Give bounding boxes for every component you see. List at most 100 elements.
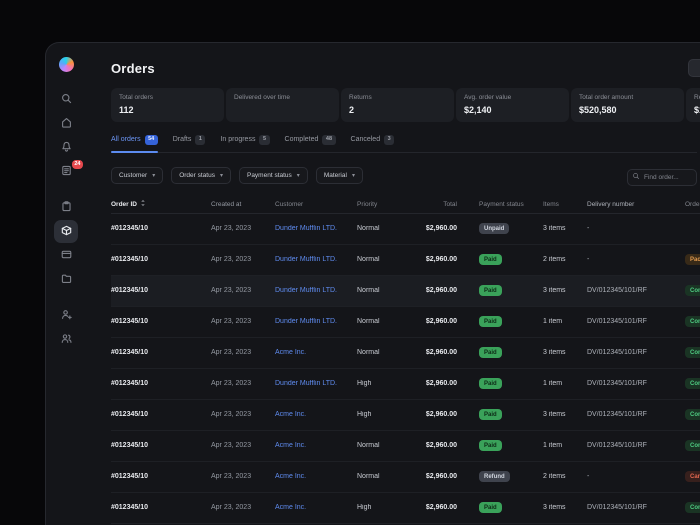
sidebar-item-orders[interactable] <box>54 220 78 243</box>
payment-status-badge: Paid <box>479 502 502 513</box>
payment-status-badge: Unpaid <box>479 223 509 234</box>
column-header-order-id[interactable]: Order ID <box>111 199 211 209</box>
tab-drafts[interactable]: Drafts 1 <box>173 135 206 152</box>
column-header-delivery-number: Delivery number <box>587 201 685 208</box>
stat-label: Delivered over time <box>234 94 331 101</box>
customer-link[interactable]: Dunder Mufflin LTD. <box>275 380 337 387</box>
tab-label: All orders <box>111 136 141 143</box>
filter-label: Customer <box>119 172 147 179</box>
stat-value: $2,140 <box>464 105 561 115</box>
created-at-cell: Apr 23, 2023 <box>211 473 275 480</box>
order-status-badge: Canceled <box>685 471 700 482</box>
payment-status-badge: Paid <box>479 440 502 451</box>
customer-cell: Acme Inc. <box>275 504 357 511</box>
order-status-badge: Completed <box>685 440 700 451</box>
order-id-cell: #012345/10 <box>111 287 211 294</box>
table-row[interactable]: #012345/10Apr 23, 2023Acme Inc.High$2,96… <box>111 400 700 431</box>
items-cell: 1 item <box>543 442 587 449</box>
table-row[interactable]: #012345/10Apr 23, 2023Acme Inc.Normal$2,… <box>111 431 700 462</box>
payment-status-badge: Paid <box>479 347 502 358</box>
table-row[interactable]: #012345/10Apr 23, 2023Dunder Mufflin LTD… <box>111 276 700 307</box>
sidebar-item-tasks[interactable] <box>54 196 78 219</box>
created-at-cell: Apr 23, 2023 <box>211 318 275 325</box>
delivery-number-cell: - <box>587 473 685 480</box>
credit-card-icon <box>60 248 73 264</box>
stat-card-total-order-amount: Total order amount $520,580 <box>571 88 684 122</box>
order-status-badge: Completed <box>685 316 700 327</box>
sidebar-item-home[interactable] <box>54 112 78 135</box>
customer-link[interactable]: Acme Inc. <box>275 411 306 418</box>
tabs: All orders 54 Drafts 1 In progress 5 Com… <box>111 135 697 153</box>
tab-count-badge: 5 <box>259 135 269 145</box>
delivery-number-cell: DV/012345/101/RF <box>587 504 685 511</box>
order-status-cell: Canceled <box>685 471 700 482</box>
order-search <box>627 166 697 186</box>
sidebar-item-inbox[interactable]: 24 <box>54 160 78 183</box>
table-row[interactable]: #012345/10Apr 23, 2023Acme Inc.Normal$2,… <box>111 462 700 493</box>
tab-label: Drafts <box>173 136 192 143</box>
order-status-filter[interactable]: Order status ▾ <box>171 167 231 184</box>
table-row[interactable]: #012345/10Apr 23, 2023Dunder Mufflin LTD… <box>111 369 700 400</box>
payment-status-badge: Paid <box>479 378 502 389</box>
customer-link[interactable]: Acme Inc. <box>275 349 306 356</box>
sidebar-item-search[interactable] <box>54 88 78 111</box>
table-row[interactable]: #012345/10Apr 23, 2023Dunder Mufflin LTD… <box>111 307 700 338</box>
customer-link[interactable]: Dunder Mufflin LTD. <box>275 287 337 294</box>
payment-status-cell: Paid <box>459 502 543 513</box>
stat-card-delivered: Delivered over time <box>226 88 339 122</box>
delivery-number-cell: DV/012345/101/RF <box>587 349 685 356</box>
filter-label: Material <box>324 172 347 179</box>
customer-link[interactable]: Dunder Mufflin LTD. <box>275 318 337 325</box>
sidebar-item-add-user[interactable] <box>54 304 78 327</box>
total-cell: $2,960.00 <box>407 473 459 480</box>
table-row[interactable]: #012345/10Apr 23, 2023Dunder Mufflin LTD… <box>111 245 700 276</box>
created-at-cell: Apr 23, 2023 <box>211 287 275 294</box>
order-id-cell: #012345/10 <box>111 318 211 325</box>
customer-link[interactable]: Acme Inc. <box>275 473 306 480</box>
customer-link[interactable]: Acme Inc. <box>275 442 306 449</box>
table-row[interactable]: #012345/10Apr 23, 2023Acme Inc.High$2,96… <box>111 493 700 524</box>
users-icon <box>60 332 73 348</box>
tab-all-orders[interactable]: All orders 54 <box>111 135 158 152</box>
customer-cell: Acme Inc. <box>275 411 357 418</box>
priority-cell: Normal <box>357 473 407 480</box>
customer-cell: Dunder Mufflin LTD. <box>275 287 357 294</box>
sidebar-item-users[interactable] <box>54 328 78 351</box>
filter-label: Order status <box>179 172 215 179</box>
tab-in-progress[interactable]: In progress 5 <box>220 135 269 152</box>
customer-link[interactable]: Dunder Mufflin LTD. <box>275 225 337 232</box>
stat-value: $1 <box>694 105 700 115</box>
table-row[interactable]: #012345/10Apr 23, 2023Acme Inc.Normal$2,… <box>111 338 700 369</box>
material-filter[interactable]: Material ▾ <box>316 167 363 184</box>
order-id-cell: #012345/10 <box>111 256 211 263</box>
order-status-cell: Completed <box>685 409 700 420</box>
tab-count-badge: 54 <box>145 135 158 145</box>
items-cell: 3 items <box>543 225 587 232</box>
tab-completed[interactable]: Completed 48 <box>285 135 336 152</box>
table-row[interactable]: #012345/10Apr 23, 2023Dunder Mufflin LTD… <box>111 214 700 245</box>
payment-status-filter[interactable]: Payment status ▾ <box>239 167 308 184</box>
sidebar-item-notifications[interactable] <box>54 136 78 159</box>
header-action-button[interactable] <box>688 59 700 77</box>
delivery-number-cell: DV/012345/101/RF <box>587 380 685 387</box>
customer-link[interactable]: Dunder Mufflin LTD. <box>275 256 337 263</box>
column-header-total: Total <box>407 201 459 208</box>
total-cell: $2,960.00 <box>407 225 459 232</box>
items-cell: 1 item <box>543 380 587 387</box>
stats-bar: Total orders 112 Delivered over time Ret… <box>111 88 700 122</box>
main-content: Orders Total orders 112 Delivered over t… <box>86 43 700 525</box>
stat-label: Returns <box>349 94 446 101</box>
stat-label: Re <box>694 94 700 101</box>
items-cell: 2 items <box>543 473 587 480</box>
customer-filter[interactable]: Customer ▾ <box>111 167 163 184</box>
order-status-badge: Completed <box>685 347 700 358</box>
tab-count-badge: 48 <box>322 135 335 145</box>
order-id-cell: #012345/10 <box>111 225 211 232</box>
sidebar-item-billing[interactable] <box>54 244 78 267</box>
tab-canceled[interactable]: Canceled 3 <box>351 135 395 152</box>
stat-label: Avg. order value <box>464 94 561 101</box>
sidebar-item-folder[interactable] <box>54 268 78 291</box>
customer-link[interactable]: Acme Inc. <box>275 504 306 511</box>
column-header-items: Items <box>543 201 587 208</box>
clipboard-icon <box>60 200 73 216</box>
